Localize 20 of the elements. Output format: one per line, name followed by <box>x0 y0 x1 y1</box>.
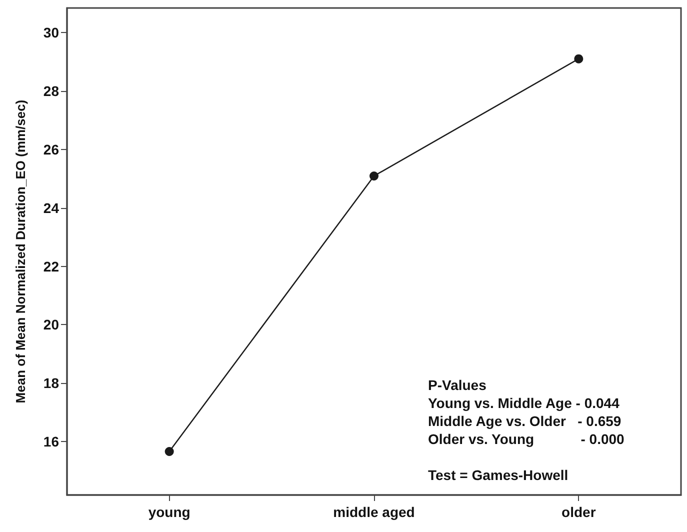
point <box>370 171 378 180</box>
point <box>574 54 584 64</box>
y-tick-label: 26 <box>43 141 60 158</box>
y-axis-title: Mean of Mean Normalized Duration_EO (mm/sec) <box>13 100 28 404</box>
x-tick-label: middle aged <box>333 504 415 520</box>
y-tick-label: 20 <box>43 316 60 333</box>
y-tick-label: 16 <box>43 434 60 450</box>
annotation: Older vs. Young - 0.000 <box>428 431 625 447</box>
annotation: Test = Games-Howell <box>428 467 568 483</box>
annotation: Young vs. Middle Age - 0.044 <box>428 395 620 411</box>
x-tick-label: young <box>148 504 190 520</box>
y-tick-label: 18 <box>43 375 60 392</box>
point <box>164 446 174 456</box>
y-tick-label: 24 <box>43 200 60 216</box>
x-tick-label: older <box>562 504 596 520</box>
y-tick-label: 28 <box>43 82 60 99</box>
annotation: P-Values <box>428 377 487 393</box>
annotation: Middle Age vs. Older - 0.659 <box>428 413 622 429</box>
y-tick-label: 22 <box>43 258 60 274</box>
y-tick-label: 30 <box>43 24 60 41</box>
